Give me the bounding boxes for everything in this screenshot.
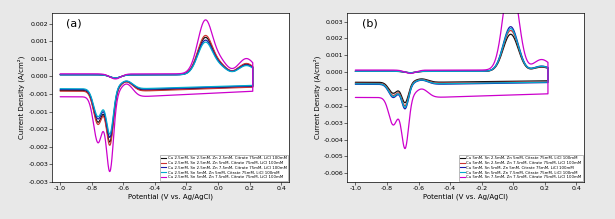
Y-axis label: Current Density (A/cm²): Current Density (A/cm²) bbox=[18, 56, 25, 139]
Text: (b): (b) bbox=[362, 18, 378, 28]
X-axis label: Potential (V vs. Ag/AgCl): Potential (V vs. Ag/AgCl) bbox=[423, 194, 509, 200]
Legend: Cu 5mM, Sn 2.5mM, Zn 5mM, Citrate 75mM, LiCl 100mM, Cu 5mM, Sn 2.5mM, Zn 7.5mM, : Cu 5mM, Sn 2.5mM, Zn 5mM, Citrate 75mM, … bbox=[459, 155, 583, 181]
Y-axis label: Current Density (A/cm²): Current Density (A/cm²) bbox=[313, 56, 320, 139]
Text: (a): (a) bbox=[66, 18, 82, 28]
X-axis label: Potential (V vs. Ag/AgCl): Potential (V vs. Ag/AgCl) bbox=[128, 194, 213, 200]
Legend: Cu 2.5mM, Sn 2.5mM, Zn 2.5mM, Citrate 75mM, LiCl 100mM, Cu 2.5mM, Sn 2.5mM, Zn 5: Cu 2.5mM, Sn 2.5mM, Zn 2.5mM, Citrate 75… bbox=[160, 155, 288, 181]
